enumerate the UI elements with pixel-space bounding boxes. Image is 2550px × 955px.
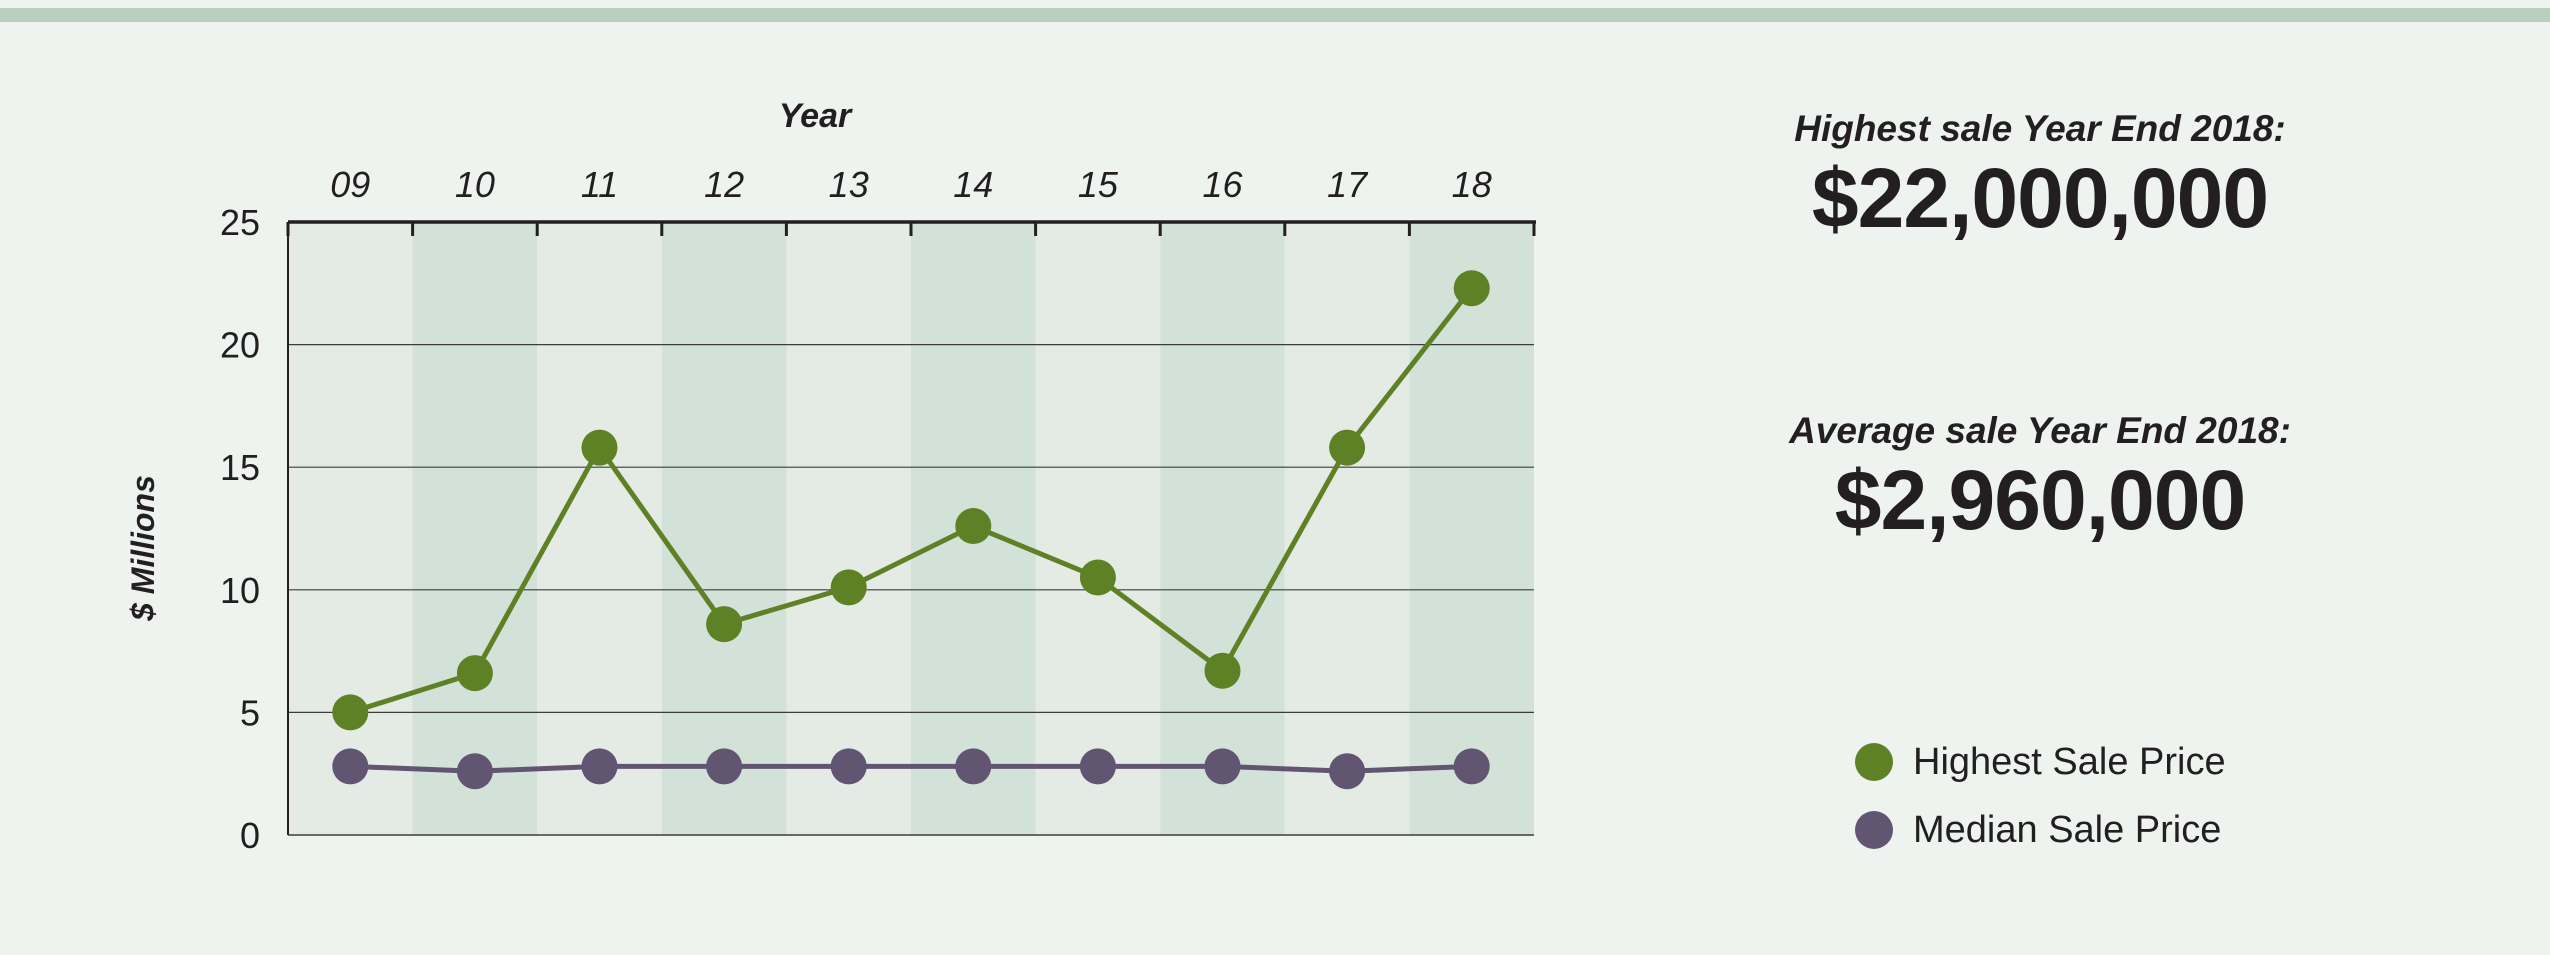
data-point-median (1329, 753, 1366, 790)
data-point-highest (332, 694, 369, 731)
highest-sale-stat: Highest sale Year End 2018: $22,000,000 (1770, 108, 2310, 240)
data-point-median (1079, 748, 1116, 785)
legend-label-highest: Highest Sale Price (1913, 740, 2226, 783)
y-tick-label: 10 (220, 570, 260, 611)
legend-label-median: Median Sale Price (1913, 808, 2222, 851)
column-band (537, 222, 662, 835)
series-line-highest (349, 286, 1474, 715)
data-point-highest (581, 429, 618, 466)
data-point-median (1204, 748, 1241, 785)
data-point-median (830, 748, 867, 785)
data-point-median (332, 748, 369, 785)
column-band (1409, 222, 1534, 835)
x-tick-label: 17 (1327, 164, 1369, 205)
data-point-highest (955, 508, 992, 545)
x-tick-label: 13 (829, 164, 869, 205)
x-tick-label: 15 (1078, 164, 1119, 205)
x-tick-label: 11 (581, 164, 618, 205)
y-tick-label: 15 (220, 447, 260, 488)
y-tick-label: 5 (240, 692, 260, 733)
legend-swatch-median (1855, 811, 1893, 849)
column-band (1160, 222, 1285, 835)
column-band (661, 222, 787, 835)
column-band (412, 222, 538, 835)
column-band (786, 222, 911, 835)
x-tick-label: 12 (704, 164, 744, 205)
data-point-median (581, 748, 618, 785)
y-tick-label: 20 (220, 325, 260, 366)
y-axis-label: $ Millions (125, 475, 161, 622)
data-point-median (706, 748, 743, 785)
average-sale-value: $2,960,000 (1834, 453, 2246, 547)
legend-item-median: Median Sale Price (1855, 796, 2226, 864)
series-line-median (350, 763, 1472, 774)
y-tick-label: 0 (240, 815, 260, 856)
data-point-highest (830, 569, 867, 606)
x-tick-label: 09 (330, 164, 370, 205)
data-point-highest (1329, 429, 1366, 466)
legend-swatch-highest (1855, 743, 1893, 781)
data-point-highest (706, 606, 743, 643)
data-point-highest (1453, 270, 1490, 307)
data-point-highest (1079, 559, 1116, 596)
y-tick-labels: 0 5 10 15 20 25 (220, 202, 260, 856)
data-point-median (456, 753, 493, 790)
top-accent-bar (0, 8, 2550, 22)
column-band (1035, 222, 1161, 835)
series-group (332, 270, 1490, 790)
data-point-median (955, 748, 992, 785)
x-tick-label: 14 (953, 164, 993, 205)
average-sale-label: Average sale Year End 2018: (1789, 410, 2291, 451)
x-axis-label: Year (779, 97, 853, 135)
axes (286, 220, 1536, 836)
x-tick-label: 10 (455, 164, 495, 205)
legend-item-highest: Highest Sale Price (1855, 728, 2226, 796)
data-point-median (1453, 748, 1490, 785)
x-tick-label: 18 (1452, 164, 1492, 205)
data-point-highest (456, 655, 493, 692)
highest-sale-label: Highest sale Year End 2018: (1794, 108, 2286, 149)
column-band (288, 222, 413, 835)
column-bands (288, 222, 1534, 835)
average-sale-stat: Average sale Year End 2018: $2,960,000 (1770, 410, 2310, 542)
x-tick-labels: 09 10 11 12 13 14 15 16 17 18 (330, 164, 1491, 205)
column-band (1284, 222, 1410, 835)
data-point-highest (1204, 652, 1241, 689)
y-tick-label: 25 (220, 202, 260, 243)
highest-sale-value: $22,000,000 (1811, 151, 2269, 245)
line-chart: 09 10 11 12 13 14 15 16 17 18 0 5 10 15 20 25 Year $ M… (125, 97, 1536, 856)
x-tick-label: 16 (1202, 164, 1243, 205)
gridlines (288, 344, 1534, 714)
chart-legend: Highest Sale Price Median Sale Price (1855, 728, 2226, 864)
